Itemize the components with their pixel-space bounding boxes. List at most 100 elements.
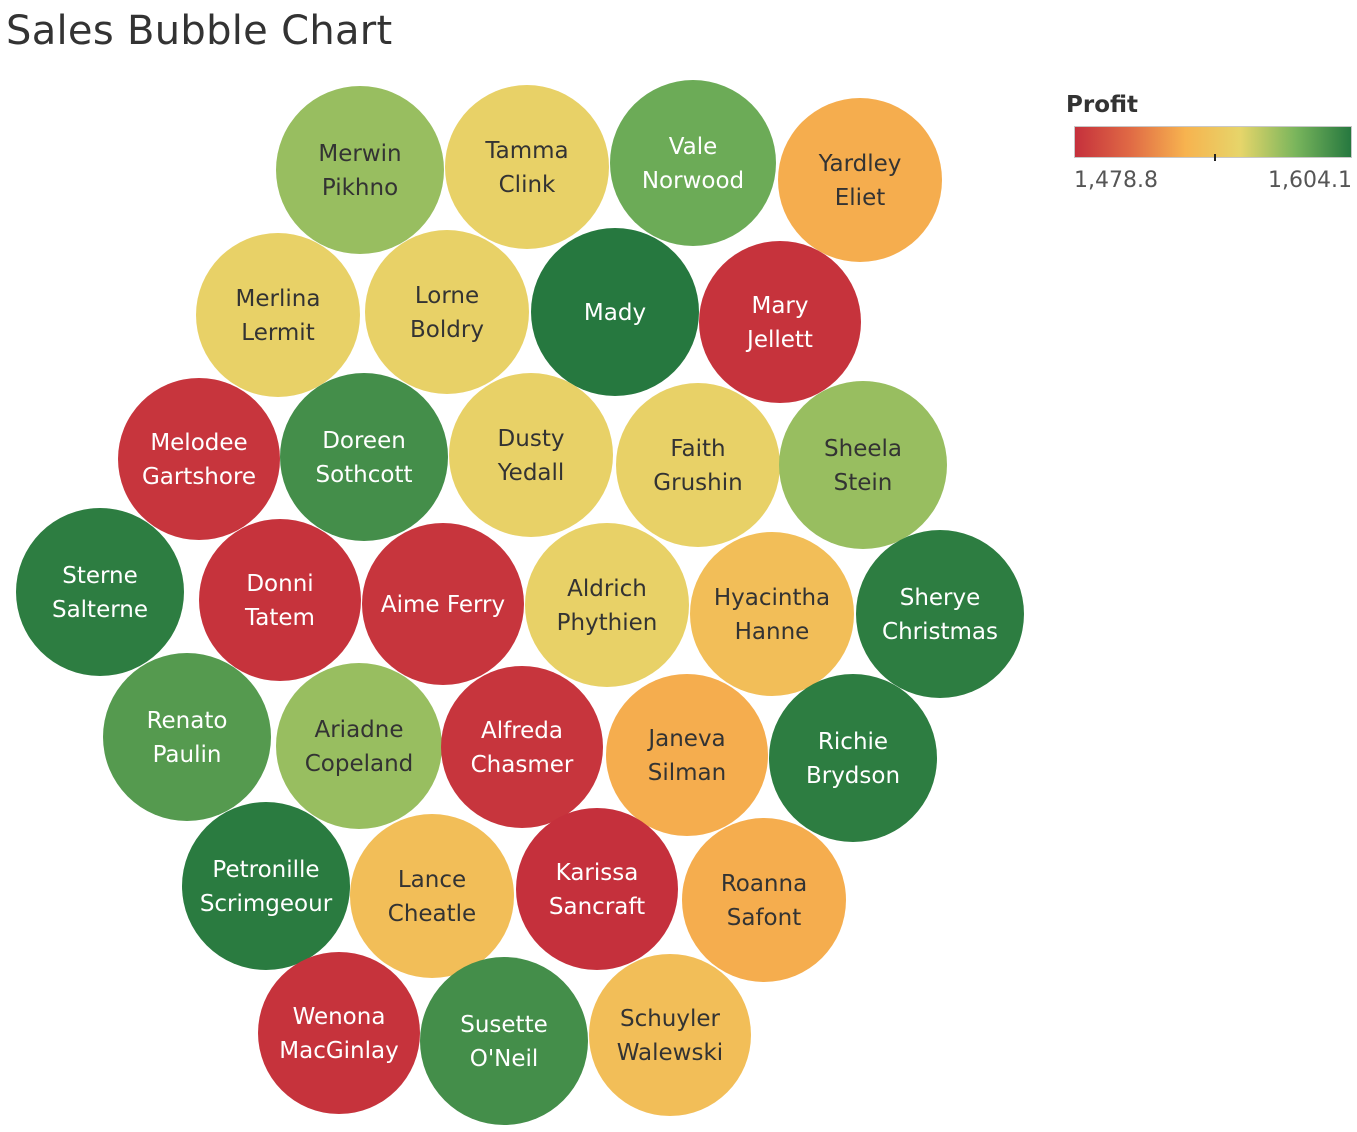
bubble-label: Karissa Sancraft xyxy=(549,860,645,920)
bubble-label-line: Jellett xyxy=(745,327,813,353)
bubble[interactable]: Roanna Safont xyxy=(682,818,846,982)
bubble[interactable]: Schuyler Walewski xyxy=(589,954,751,1116)
bubble[interactable]: Merlina Lermit xyxy=(196,233,360,397)
bubble-label-line: Grushin xyxy=(653,470,742,496)
bubble[interactable]: Melodee Gartshore xyxy=(118,378,280,540)
bubble-circle[interactable] xyxy=(199,519,361,681)
bubble-label-line: Yardley xyxy=(818,151,902,177)
bubble-label-line: Janeva xyxy=(646,726,725,752)
bubble-circle[interactable] xyxy=(258,952,420,1114)
bubble[interactable]: Sherye Christmas xyxy=(856,530,1024,698)
bubble-label-line: Tamma xyxy=(484,138,568,164)
bubble[interactable]: Ariadne Copeland xyxy=(276,663,442,829)
bubble[interactable]: Aime Ferry xyxy=(362,523,524,685)
bubble-label-line: Alfreda xyxy=(481,718,563,744)
bubble-circle[interactable] xyxy=(449,373,613,537)
bubble[interactable]: Renato Paulin xyxy=(103,653,271,821)
bubble[interactable]: Sheela Stein xyxy=(779,381,947,549)
legend-title: Profit xyxy=(1066,92,1139,118)
bubble[interactable]: Susette O'Neil xyxy=(420,957,588,1125)
bubble-circle[interactable] xyxy=(778,98,942,262)
bubble-label-line: Copeland xyxy=(305,751,414,777)
bubble-label: Ariadne Copeland xyxy=(305,717,414,777)
bubble[interactable]: Tamma Clink xyxy=(445,85,609,249)
bubble[interactable]: Dusty Yedall xyxy=(449,373,613,537)
bubble-circle[interactable] xyxy=(606,674,768,836)
bubble[interactable]: Faith Grushin xyxy=(616,383,780,547)
bubble-label: Petronille Scrimgeour xyxy=(200,857,333,917)
bubble-circle[interactable] xyxy=(690,532,854,696)
bubble-label-line: Pikhno xyxy=(322,175,398,201)
bubble[interactable]: Richie Brydson xyxy=(769,674,937,842)
bubble-circle[interactable] xyxy=(118,378,280,540)
bubble[interactable]: Mary Jellett xyxy=(699,241,861,403)
bubble-label: Doreen Sothcott xyxy=(315,428,412,488)
bubble[interactable]: Aldrich Phythien xyxy=(525,523,689,687)
bubble-label-line: Lermit xyxy=(241,320,314,346)
bubble[interactable]: Karissa Sancraft xyxy=(516,808,678,970)
bubble-label-line: Tatem xyxy=(244,605,315,631)
bubble-circle[interactable] xyxy=(103,653,271,821)
bubble-circle[interactable] xyxy=(610,80,776,246)
bubble-circle[interactable] xyxy=(856,530,1024,698)
bubble-label: Aime Ferry xyxy=(381,592,505,618)
bubble-circle[interactable] xyxy=(196,233,360,397)
bubble-circle[interactable] xyxy=(516,808,678,970)
bubble-label-line: Karissa xyxy=(556,860,639,886)
bubble-label-line: Brydson xyxy=(806,763,900,789)
bubble-circle[interactable] xyxy=(589,954,751,1116)
bubble-circle[interactable] xyxy=(682,818,846,982)
legend-min-label: 1,478.8 xyxy=(1074,168,1158,193)
bubble-label-line: Merwin xyxy=(318,141,401,167)
bubble-label-line: Petronille xyxy=(212,857,319,883)
bubble[interactable]: Lorne Boldry xyxy=(365,230,529,394)
bubble[interactable]: Alfreda Chasmer xyxy=(441,666,603,828)
bubble-label-line: Boldry xyxy=(410,317,484,343)
bubble-label-line: Dusty xyxy=(498,426,565,452)
bubble-circle[interactable] xyxy=(525,523,689,687)
bubble-label: Merlina Lermit xyxy=(236,286,321,346)
bubble-circle[interactable] xyxy=(420,957,588,1125)
bubble-circle[interactable] xyxy=(280,373,448,541)
bubble[interactable]: Mady xyxy=(531,228,699,396)
bubble-circle[interactable] xyxy=(769,674,937,842)
bubble-label: Sherye Christmas xyxy=(882,585,998,645)
bubble-label-line: Aime Ferry xyxy=(381,592,505,618)
bubble[interactable]: Petronille Scrimgeour xyxy=(182,802,350,970)
bubble-label-line: Clink xyxy=(499,172,556,198)
bubble-circle[interactable] xyxy=(531,228,699,396)
bubble-circle[interactable] xyxy=(616,383,780,547)
bubble-label: Sterne Salterne xyxy=(52,563,148,623)
bubble-label-line: Donni xyxy=(246,571,313,597)
bubble-label-line: Lance xyxy=(398,867,466,893)
bubble[interactable]: Lance Cheatle xyxy=(350,814,514,978)
bubble-circle[interactable] xyxy=(441,666,603,828)
bubble-label-line: Salterne xyxy=(52,597,148,623)
bubble-label-line: Yedall xyxy=(497,460,565,486)
bubble-label-line: Christmas xyxy=(882,619,998,645)
bubble[interactable]: Sterne Salterne xyxy=(16,508,184,676)
bubble-circle[interactable] xyxy=(276,86,444,254)
bubble-label: Lorne Boldry xyxy=(410,283,484,343)
bubble-circle[interactable] xyxy=(362,523,524,685)
bubble[interactable]: Wenona MacGinlay xyxy=(258,952,420,1114)
bubble[interactable]: Merwin Pikhno xyxy=(276,86,444,254)
bubble-label: Tamma Clink xyxy=(484,138,568,198)
bubble-circle[interactable] xyxy=(445,85,609,249)
bubble[interactable]: Yardley Eliet xyxy=(778,98,942,262)
bubble[interactable]: Hyacintha Hanne xyxy=(690,532,854,696)
bubble-circle[interactable] xyxy=(182,802,350,970)
bubble-circle[interactable] xyxy=(699,241,861,403)
bubble[interactable]: Vale Norwood xyxy=(610,80,776,246)
bubble[interactable]: Donni Tatem xyxy=(199,519,361,681)
bubble-label-line: Susette xyxy=(460,1012,548,1038)
bubble-circle[interactable] xyxy=(16,508,184,676)
bubble-circle[interactable] xyxy=(365,230,529,394)
bubble-circle[interactable] xyxy=(350,814,514,978)
bubble[interactable]: Doreen Sothcott xyxy=(280,373,448,541)
bubble-label: Faith Grushin xyxy=(653,436,742,496)
bubble-circle[interactable] xyxy=(779,381,947,549)
bubble[interactable]: Janeva Silman xyxy=(606,674,768,836)
bubble-circle[interactable] xyxy=(276,663,442,829)
